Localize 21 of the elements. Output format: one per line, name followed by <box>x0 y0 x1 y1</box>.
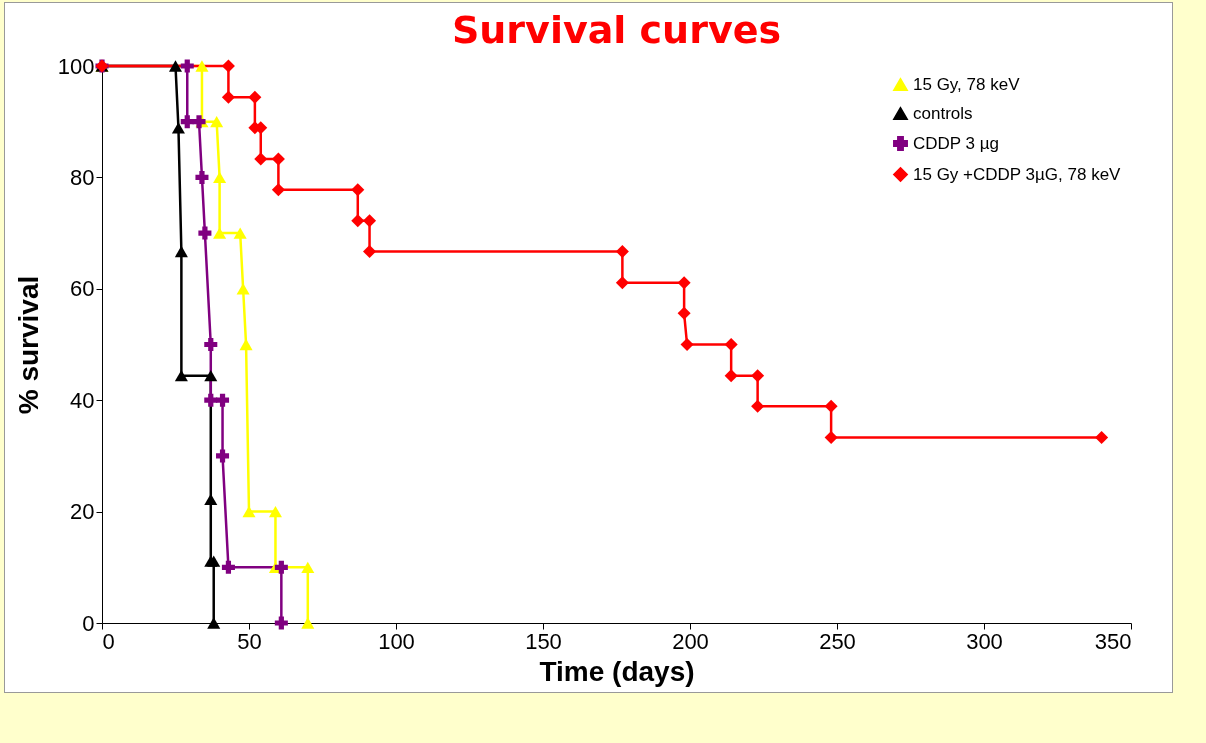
y-tick-label: 20 <box>70 499 95 525</box>
x-tick-label: 0 <box>102 628 115 654</box>
y-tick-label: 80 <box>70 164 95 190</box>
y-tick-label: 40 <box>70 387 95 413</box>
x-tick-label: 150 <box>525 628 562 654</box>
x-tick-label: 50 <box>237 628 262 654</box>
x-axis-title: Time (days) <box>539 655 695 687</box>
legend-label: controls <box>913 103 973 123</box>
x-tick-label: 100 <box>378 628 415 654</box>
y-tick-label: 100 <box>57 53 95 79</box>
y-axis-title: % survival <box>12 275 44 415</box>
y-tick-label: 0 <box>82 610 95 636</box>
x-tick-label: 300 <box>966 628 1003 654</box>
x-tick-label: 200 <box>672 628 709 654</box>
chart-title: Survival curves <box>451 8 782 52</box>
legend-label: 15 Gy, 78 keV <box>913 74 1021 94</box>
y-tick-label: 60 <box>70 276 95 302</box>
legend-label: 15 Gy +CDDP 3µG, 78 keV <box>913 164 1122 184</box>
x-tick-label: 350 <box>1094 628 1132 654</box>
legend-label: CDDP 3 µg <box>913 133 1000 153</box>
x-tick-label: 250 <box>819 628 856 654</box>
